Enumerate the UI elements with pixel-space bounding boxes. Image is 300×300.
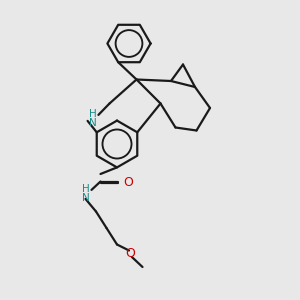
Text: O: O [126, 247, 135, 260]
Text: O: O [123, 176, 133, 189]
Text: H
N: H N [89, 109, 97, 128]
Text: H
N: H N [82, 184, 89, 203]
